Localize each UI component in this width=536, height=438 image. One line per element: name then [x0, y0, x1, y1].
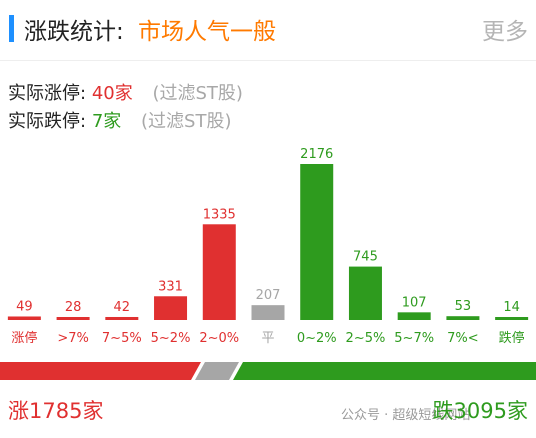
category-label: 2~5% [346, 331, 386, 346]
category-label: 0~2% [297, 331, 337, 346]
header-divider [0, 60, 536, 61]
category-label: 7~5% [102, 331, 142, 346]
bar-value-label: 107 [402, 295, 427, 310]
category-label: 跌停 [499, 330, 525, 346]
bar-value-label: 42 [114, 300, 131, 315]
bar-value-label: 331 [158, 279, 183, 294]
section-title: 涨跌统计: [24, 19, 124, 45]
bar-9 [446, 316, 480, 320]
bar-2 [105, 316, 139, 320]
category-label: 7%< [447, 331, 479, 346]
accent-bar [9, 15, 14, 42]
bar-value-label: 14 [503, 300, 520, 315]
category-label: 5~7% [394, 331, 434, 346]
up-total: 涨1785家 [8, 399, 104, 423]
category-label: >7% [57, 331, 89, 346]
limit-down-value: 7家 [91, 111, 122, 132]
category-label: 2~0% [199, 331, 239, 346]
limit-up-value: 40家 [91, 83, 133, 104]
bar-value-label: 2176 [300, 147, 333, 162]
category-label: 涨停 [11, 330, 37, 346]
limit-up-note: (过滤ST股) [152, 83, 243, 104]
bar-6 [300, 164, 334, 320]
bar-0 [7, 316, 41, 320]
bar-5 [251, 305, 285, 320]
section-header: 涨跌统计: 市场人气一般 更多 [0, 0, 536, 60]
bar-8 [397, 312, 431, 320]
limit-down-note: (过滤ST股) [141, 111, 232, 132]
up-ratio-segment [0, 362, 201, 380]
limit-up-label: 实际涨停: [8, 83, 87, 104]
limit-down-label: 实际跌停: [8, 111, 87, 132]
bar-value-label: 53 [455, 299, 472, 314]
category-label: 平 [261, 331, 274, 346]
bar-1 [56, 317, 90, 320]
limit-up-row: 实际涨停: 40家 (过滤ST股) [8, 79, 243, 105]
down-ratio-segment [233, 362, 536, 380]
watermark: 公众号 · 超级短线网站 [341, 408, 471, 423]
bar-7 [348, 266, 382, 320]
more-link[interactable]: 更多 [482, 19, 528, 45]
flat-ratio-segment [195, 362, 239, 380]
distribution-bar-chart: 49 涨停 28 >7% 42 7~5% 331 5~2% 1335 2~0% 207 平 2176 0~… [7, 147, 529, 346]
bar-3 [154, 296, 188, 320]
bar-4 [202, 224, 236, 320]
down-total: 跌3095家 [432, 399, 528, 423]
bar-value-label: 1335 [203, 207, 236, 222]
bar-value-label: 28 [65, 300, 82, 315]
bar-value-label: 207 [256, 288, 281, 303]
category-label: 5~2% [151, 331, 191, 346]
limit-down-row: 实际跌停: 7家 (过滤ST股) [8, 107, 231, 133]
up-down-ratio-bar [0, 362, 536, 380]
bar-value-label: 745 [353, 250, 378, 265]
market-sentiment: 市场人气一般 [138, 19, 276, 45]
bar-value-label: 49 [16, 299, 33, 314]
bar-10 [495, 317, 529, 320]
